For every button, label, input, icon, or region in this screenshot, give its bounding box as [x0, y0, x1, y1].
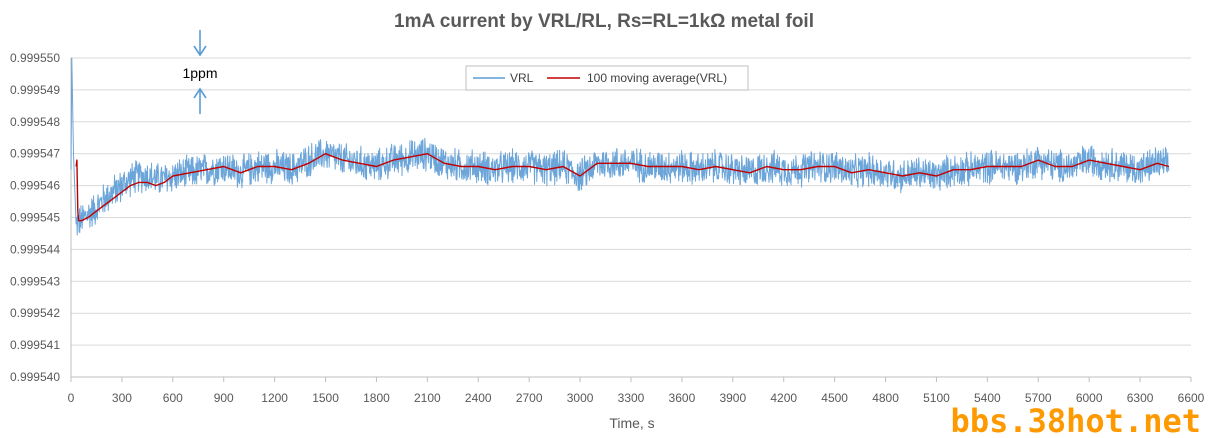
legend-box: [465, 65, 749, 91]
watermark: bbs.38hot.net: [951, 402, 1201, 438]
y-tick-label: 0.999546: [10, 179, 60, 193]
x-tick-label: 3000: [567, 391, 594, 405]
y-tick-label: 0.999540: [10, 370, 60, 384]
x-tick-label: 2400: [465, 391, 492, 405]
chart-title: 1mA current by VRL/RL, Rs=RL=1kΩ metal f…: [394, 11, 814, 32]
x-tick-label: 900: [214, 391, 234, 405]
x-tick-label: 4800: [872, 391, 899, 405]
x-tick-label: 5400: [974, 391, 1001, 405]
x-tick-label: 6300: [1127, 391, 1154, 405]
ppm-annotation: 1ppm: [182, 30, 218, 114]
x-tick-label: 2700: [516, 391, 543, 405]
y-tick-label: 0.999542: [10, 306, 60, 320]
x-tick-label: 5100: [923, 391, 950, 405]
series-vrl-line: [70, 57, 1170, 236]
y-tick-label: 0.999544: [10, 242, 60, 256]
legend: VRL 100 moving average(VRL): [465, 65, 749, 91]
x-tick-label: 0: [68, 391, 75, 405]
arrow-up-icon: [193, 87, 207, 99]
x-tick-label: 6600: [1178, 391, 1205, 405]
x-tick-label: 2100: [414, 391, 441, 405]
y-axis-ticks: 0.999540 0.999541 0.999542 0.999543 0.999544…: [10, 51, 60, 384]
y-tick-label: 0.999547: [10, 147, 60, 161]
y-tick-label: 0.999549: [10, 83, 60, 97]
legend-ma-label: 100 moving average(VRL): [587, 71, 727, 85]
y-tick-label: 0.999548: [10, 115, 60, 129]
x-tick-label: 3300: [618, 391, 645, 405]
y-tick-label: 0.999550: [10, 51, 60, 65]
x-tick-label: 1200: [261, 391, 288, 405]
x-tick-label: 1500: [312, 391, 339, 405]
x-axis-label: Time, s: [609, 415, 654, 431]
legend-vrl-label: VRL: [510, 71, 534, 85]
x-tick-label: 4500: [821, 391, 848, 405]
x-tick-label: 6000: [1076, 391, 1103, 405]
x-tick-label: 300: [112, 391, 132, 405]
x-tick-label: 4200: [770, 391, 797, 405]
arrow-down-icon: [193, 45, 207, 57]
series-layer: [70, 57, 1170, 236]
x-tick-label: 3600: [669, 391, 696, 405]
x-tick-label: 600: [163, 391, 183, 405]
y-tick-label: 0.999545: [10, 211, 60, 225]
series-moving-average-line: [75, 153, 1170, 222]
x-tick-label: 1800: [363, 391, 390, 405]
annotation-label: 1ppm: [182, 65, 217, 81]
x-tick-label: 3900: [719, 391, 746, 405]
y-tick-label: 0.999543: [10, 274, 60, 288]
x-tick-label: 5700: [1025, 391, 1052, 405]
y-tick-label: 0.999541: [10, 338, 60, 352]
x-axis-ticks: 0 300 600 900 1200 1500 1800 2100 2400 2700 3000 33…: [68, 377, 1205, 405]
